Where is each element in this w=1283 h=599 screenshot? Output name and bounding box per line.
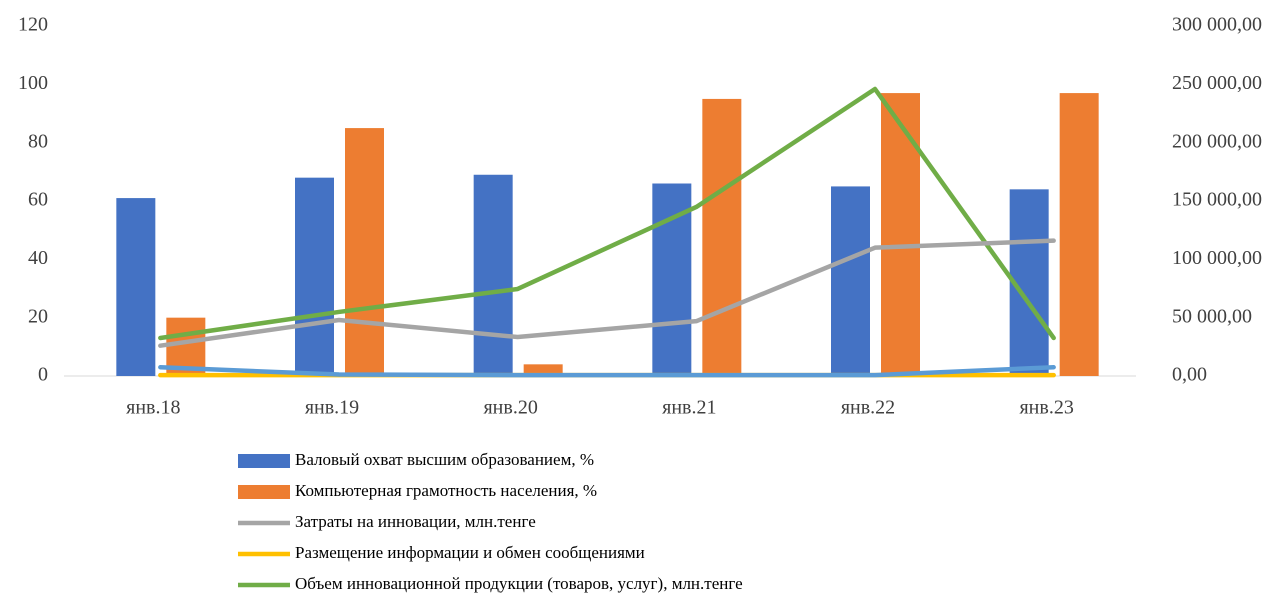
x-tick-label: янв.19 (305, 397, 359, 419)
legend-label: Размещение информации и обмен сообщениям… (295, 543, 645, 562)
bar (881, 93, 920, 376)
bar (523, 364, 563, 376)
legend-label: Компьютерная грамотность населения, % (295, 481, 597, 500)
bar (702, 98, 742, 377)
y-tick-label: 40 (28, 247, 48, 269)
bar (652, 183, 692, 376)
y-tick-label: 20 (28, 305, 48, 327)
y2-tick-label: 200 000,00 (1172, 130, 1262, 152)
y2-tick-label: 50 000,00 (1172, 305, 1252, 327)
legend-label: Объем инновационной продукции (товаров, … (295, 574, 743, 593)
y2-tick-label: 150 000,00 (1172, 189, 1262, 211)
x-tick-label: янв.18 (126, 397, 180, 419)
x-tick-label: янв.20 (483, 397, 537, 419)
legend-swatch (238, 454, 290, 468)
bar (116, 198, 156, 376)
line (158, 365, 1056, 378)
bar (295, 177, 334, 376)
line (158, 238, 1056, 348)
legend-label: Валовый охват высшим образованием, % (295, 450, 594, 469)
bar (1059, 93, 1099, 376)
line (158, 86, 1056, 341)
y2-tick-label: 100 000,00 (1172, 247, 1262, 269)
bar (831, 186, 870, 376)
y-tick-label: 120 (18, 14, 48, 36)
y-tick-label: 100 (18, 72, 48, 94)
legend-label: Затраты на инновации, млн.тенге (295, 512, 536, 531)
y2-tick-label: 300 000,00 (1172, 14, 1262, 36)
x-tick-label: янв.21 (662, 397, 716, 419)
y-tick-label: 0 (38, 364, 48, 386)
bar (473, 174, 513, 376)
bar (345, 128, 384, 376)
legend-swatch (238, 485, 290, 499)
x-tick-label: янв.22 (841, 397, 895, 419)
y-tick-label: 60 (28, 189, 48, 211)
y2-tick-label: 0,00 (1172, 364, 1207, 386)
y2-tick-label: 250 000,00 (1172, 72, 1262, 94)
x-tick-label: янв.23 (1019, 397, 1073, 419)
y-tick-label: 80 (28, 130, 48, 152)
